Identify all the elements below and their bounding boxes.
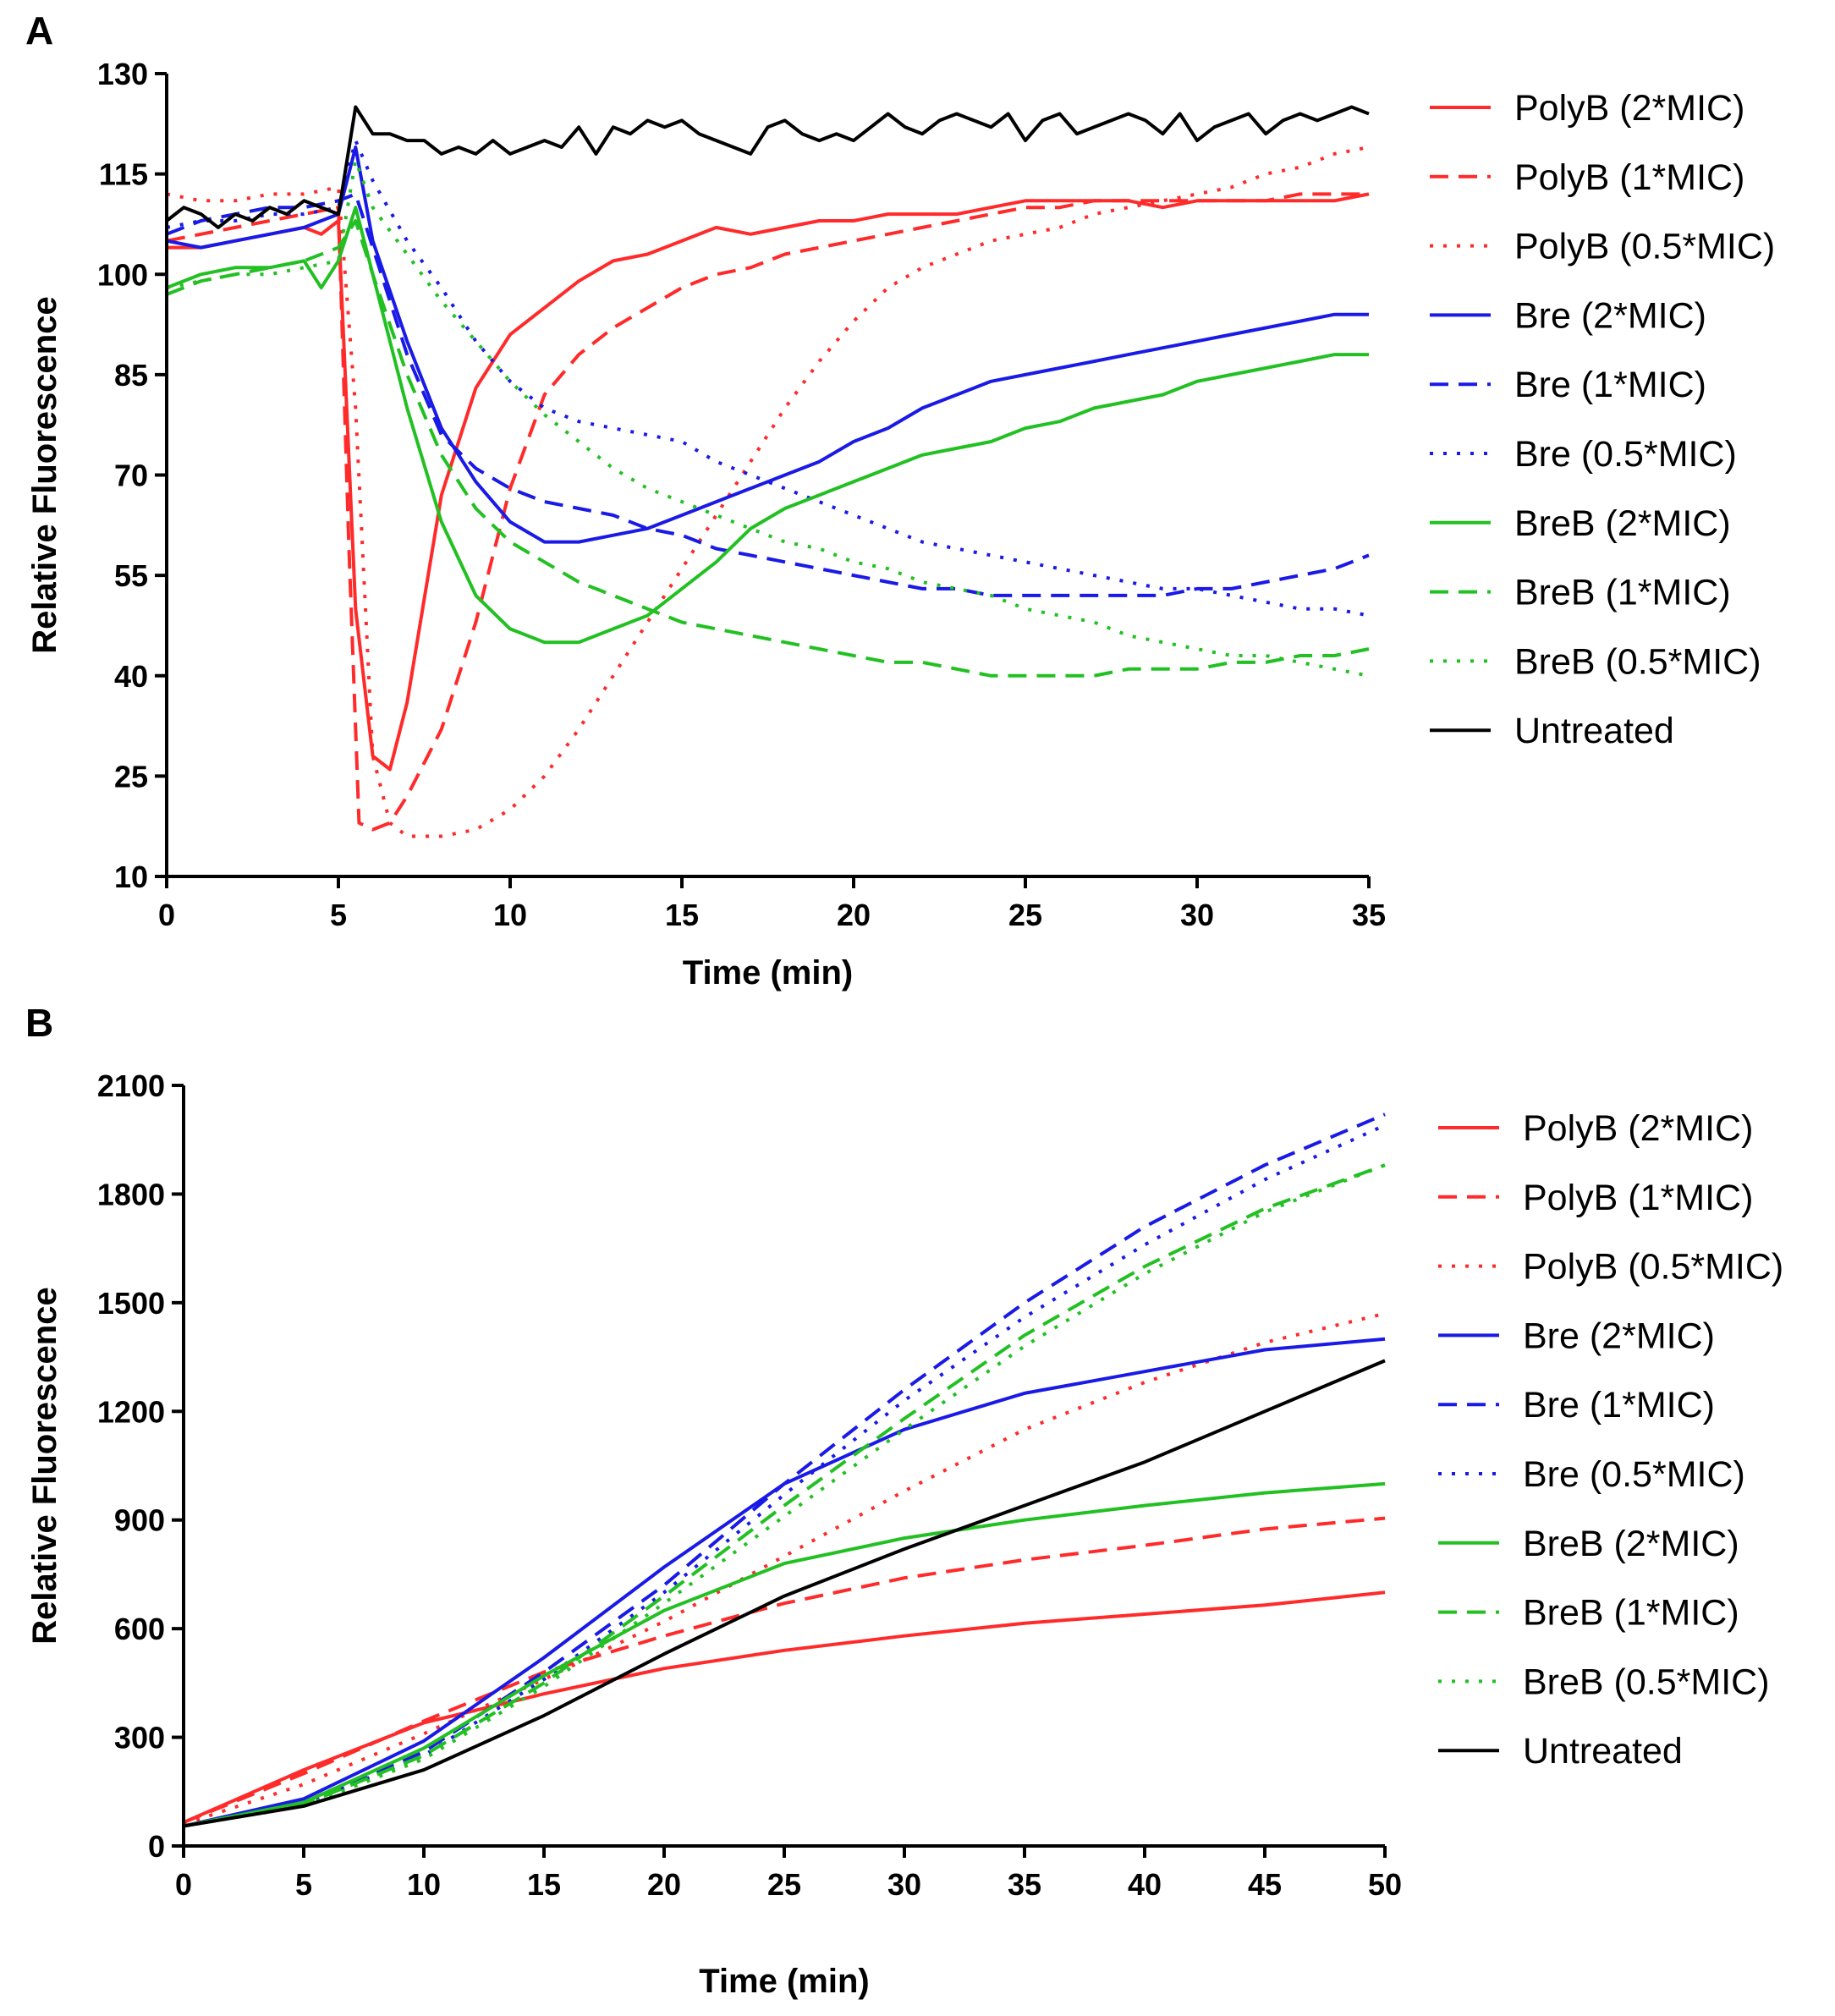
legend-label: PolyB (1*MIC): [1523, 1178, 1753, 1218]
x-tick-label: 10: [407, 1867, 441, 1902]
y-axis-title: Relative Fluorescence: [26, 1287, 63, 1644]
series-line-8: [183, 1163, 1386, 1828]
x-tick-label: 40: [1128, 1867, 1162, 1902]
y-tick-label: 2100: [97, 1068, 165, 1103]
legend-label: Bre (0.5*MIC): [1514, 434, 1737, 475]
legend-label: Untreated: [1514, 711, 1674, 751]
y-tick-label: 55: [114, 558, 148, 593]
legend-label: BreB (1*MIC): [1523, 1593, 1739, 1634]
x-tick-label: 45: [1248, 1867, 1282, 1902]
x-tick-label: 0: [175, 1867, 192, 1902]
y-axis-title: Relative Fluorescence: [26, 296, 63, 653]
panel-b-chart: 0 5 10 15 20 25 30 35 40 45 50 0 300 600 900 1200 1500 18…: [26, 1068, 1783, 2000]
series-line-3: [166, 146, 1369, 544]
y-tick-label: 0: [148, 1829, 165, 1864]
legend-label: PolyB (1*MIC): [1514, 157, 1744, 198]
series-line-5: [183, 1123, 1386, 1828]
legend-label: Bre (2*MIC): [1514, 295, 1706, 336]
series-line-6: [166, 206, 1369, 645]
legend-label: PolyB (0.5*MIC): [1523, 1247, 1783, 1288]
x-axis-title: Time (min): [699, 1963, 870, 2000]
legend-label: Bre (0.5*MIC): [1523, 1454, 1745, 1495]
x-tick-label: 50: [1368, 1867, 1402, 1902]
panel-a-chart: 0 5 10 15 20 25 30 35 10 25 40 55 70 85 100 115 130 Time …: [26, 57, 1775, 992]
legend-label: PolyB (2*MIC): [1514, 88, 1744, 129]
x-axis-title: Time (min): [683, 954, 854, 992]
x-tick-label: 15: [665, 898, 699, 932]
legend-label: Bre (2*MIC): [1523, 1316, 1715, 1356]
legend-label: BreB (2*MIC): [1514, 503, 1731, 544]
series-line-1: [166, 192, 1369, 832]
series-line-4: [183, 1112, 1386, 1828]
y-tick-label: 100: [97, 257, 148, 292]
series-line-1: [183, 1516, 1386, 1825]
legend-label: Bre (1*MIC): [1514, 365, 1706, 405]
y-tick-label: 40: [114, 659, 148, 694]
legend-label: Untreated: [1523, 1731, 1683, 1772]
y-tick-label: 300: [114, 1721, 165, 1755]
x-tick-label: 25: [1008, 898, 1042, 932]
series-line-5: [166, 139, 1370, 618]
x-tick-label: 25: [767, 1867, 801, 1902]
series-line-9: [165, 105, 1370, 229]
y-tick-label: 25: [114, 759, 148, 794]
y-tick-label: 115: [99, 157, 148, 192]
y-tick-label: 85: [114, 358, 148, 393]
y-tick-label: 1800: [97, 1177, 165, 1211]
x-tick-label: 20: [837, 898, 871, 932]
x-tick-label: 15: [527, 1867, 561, 1902]
y-tick-label: 70: [114, 459, 148, 493]
y-tick-label: 1200: [97, 1394, 165, 1429]
legend-label: Bre (1*MIC): [1523, 1385, 1715, 1425]
y-tick-label: 600: [114, 1612, 165, 1646]
y-tick-label: 1500: [97, 1286, 165, 1321]
series-line-7: [166, 219, 1370, 678]
legend-label: BreB (0.5*MIC): [1514, 641, 1761, 682]
x-tick-label: 10: [493, 898, 527, 932]
x-tick-label: 30: [887, 1867, 921, 1902]
series-line-7: [183, 1163, 1386, 1828]
x-tick-label: 20: [647, 1867, 681, 1902]
legend-label: BreB (1*MIC): [1514, 573, 1731, 613]
series-line-2: [166, 146, 1370, 838]
x-tick-label: 5: [330, 898, 347, 932]
panel-a-letter: A: [25, 8, 53, 52]
series-line-4: [166, 192, 1370, 597]
y-tick-label: 10: [114, 860, 148, 894]
x-tick-label: 35: [1352, 898, 1386, 932]
x-tick-label: 0: [158, 898, 175, 932]
x-tick-label: 5: [295, 1867, 312, 1902]
legend-label: PolyB (0.5*MIC): [1514, 227, 1775, 267]
y-tick-label: 130: [97, 57, 148, 91]
legend-label: BreB (0.5*MIC): [1523, 1662, 1770, 1702]
legend-label: BreB (2*MIC): [1523, 1524, 1739, 1564]
panel-b-letter: B: [25, 1001, 53, 1045]
x-tick-label: 35: [1008, 1867, 1041, 1902]
series-line-9: [183, 1359, 1386, 1828]
series-line-3: [183, 1337, 1386, 1828]
legend-label: PolyB (2*MIC): [1523, 1108, 1753, 1149]
x-tick-label: 30: [1180, 898, 1214, 932]
series-line-6: [183, 1481, 1386, 1828]
y-tick-label: 900: [114, 1503, 165, 1538]
